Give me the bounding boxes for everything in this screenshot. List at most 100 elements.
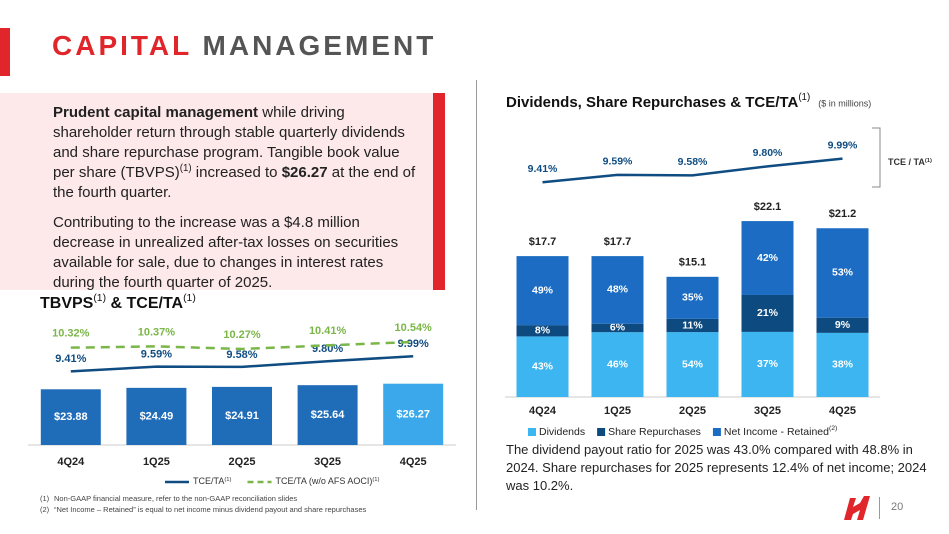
bar-label: $24.49 [140,410,174,422]
header-title: CAPITAL MANAGEMENT [52,30,436,62]
segment-label: 43% [532,360,554,372]
legend-swatch [528,428,536,436]
line-label: 9.58% [226,349,257,361]
total-label: $22.1 [754,201,782,213]
legend-note: (2) [829,425,837,432]
text-run: at the end of the fourth quarter. [53,164,416,201]
legend-note: (1) [224,477,231,483]
segment-label: 37% [757,358,779,370]
line-label: 9.41% [528,163,558,175]
x-tick-label: 4Q24 [529,405,557,417]
paragraph: Contributing to the increase was a $4.8 … [53,213,425,293]
bar-segment [516,336,569,397]
line-label: 9.80% [753,147,783,159]
line-label: 9.59% [603,156,633,168]
text-run: Contributing to the increase was a $4.8 … [53,214,399,291]
footnotes: (1) Non-GAAP financial measure, refer to … [40,493,366,515]
x-tick-label: 4Q24 [57,456,85,468]
bar-segment [666,332,719,397]
x-tick-label: 4Q25 [400,456,427,468]
footnote-text: “Net Income – Retained” is equal to net … [54,505,367,514]
intro-text: Prudent capital management while driving… [53,103,425,303]
page-number: 20 [891,501,904,513]
bar-segment [741,294,794,332]
line-label: 9.41% [55,353,86,365]
title-run: Dividends, Share Repurchases & TCE/TA [506,94,798,111]
x-tick-label: 1Q25 [604,405,631,417]
total-label: $17.7 [529,236,557,248]
bar [212,386,272,445]
segment-label: 49% [532,284,554,296]
bar-segment [741,331,794,397]
bar [383,383,444,445]
logo [844,496,870,520]
bracket [872,127,881,188]
segment-label: 6% [610,322,626,334]
segment-label: 9% [835,319,851,331]
bar-segment [666,276,719,319]
legend-name: Net Income - Retained [724,426,829,438]
line-label: 9.80% [312,343,343,355]
title-run: & TCE/TA [106,295,183,312]
legend-note: (1) [372,477,379,483]
bar [126,387,187,445]
segment-label: 48% [607,284,629,296]
title-accent: CAPITAL [52,30,192,61]
bracket-label: TCE / TA(1) [888,157,932,167]
bar-label: $26.27 [396,408,430,420]
x-tick-label: 1Q25 [143,456,170,468]
header-tab [0,28,10,76]
legend-swatch [712,428,721,436]
segment-label: 42% [757,252,779,264]
segment-label: 54% [682,358,704,370]
title-run: (1) [798,92,810,103]
line-label: 10.32% [52,328,90,340]
total-label: $15.1 [679,257,707,269]
title-run: (1) [93,293,106,304]
bar-segment [666,318,719,333]
line-series [542,157,843,184]
legend-label: Net Income - Retained(2) [724,425,837,437]
x-tick-label: 2Q25 [679,405,706,417]
x-tick-label: 3Q25 [314,456,341,468]
legend-label: Share Repurchases [608,426,701,438]
legend-label: Dividends [539,426,585,438]
line-label: 9.99% [398,338,429,350]
segment-label: 53% [832,267,854,279]
footnote-marker: (2) [40,505,50,514]
line-series [70,340,414,351]
bar-label: $23.88 [54,411,88,423]
bar-segment [591,323,644,333]
legend-name: Share Repurchases [608,426,701,438]
segment-label: 46% [607,358,629,370]
legend-name: Dividends [539,426,585,438]
chart-subtitle: ($ in millions) [818,98,871,108]
segment-label: 21% [757,307,779,319]
footnote-text: Non-GAAP financial measure, refer to the… [54,494,298,503]
segment-label: 8% [535,325,551,337]
intro-box [0,93,433,290]
legend-swatch [597,428,606,436]
bracket-name: TCE / TA [888,157,925,167]
page-divider [879,497,880,519]
legend-label: TCE/TA (w/o AFS AOCI)(1) [276,476,380,486]
line-label: 9.59% [141,349,172,361]
segment-label: 35% [682,292,704,304]
bar-segment [816,228,869,318]
x-tick-label: 2Q25 [229,456,256,468]
line-label: 9.99% [828,139,858,151]
legend-name: TCE/TA (w/o AFS AOCI) [276,476,373,486]
text-run: while driving shareholder return through… [53,104,405,181]
total-label: $17.7 [604,236,632,248]
bar-segment [591,256,644,324]
text-run: Prudent capital management [53,104,259,121]
title-rest: MANAGEMENT [202,30,437,61]
total-label: $21.2 [829,208,857,220]
summary: The dividend payout ratio for 2025 was 4… [506,442,927,493]
text-run: $26.27 [281,164,328,181]
bar-segment [816,317,869,333]
text-run: (1) [179,163,192,174]
line-label: 10.54% [395,322,433,334]
